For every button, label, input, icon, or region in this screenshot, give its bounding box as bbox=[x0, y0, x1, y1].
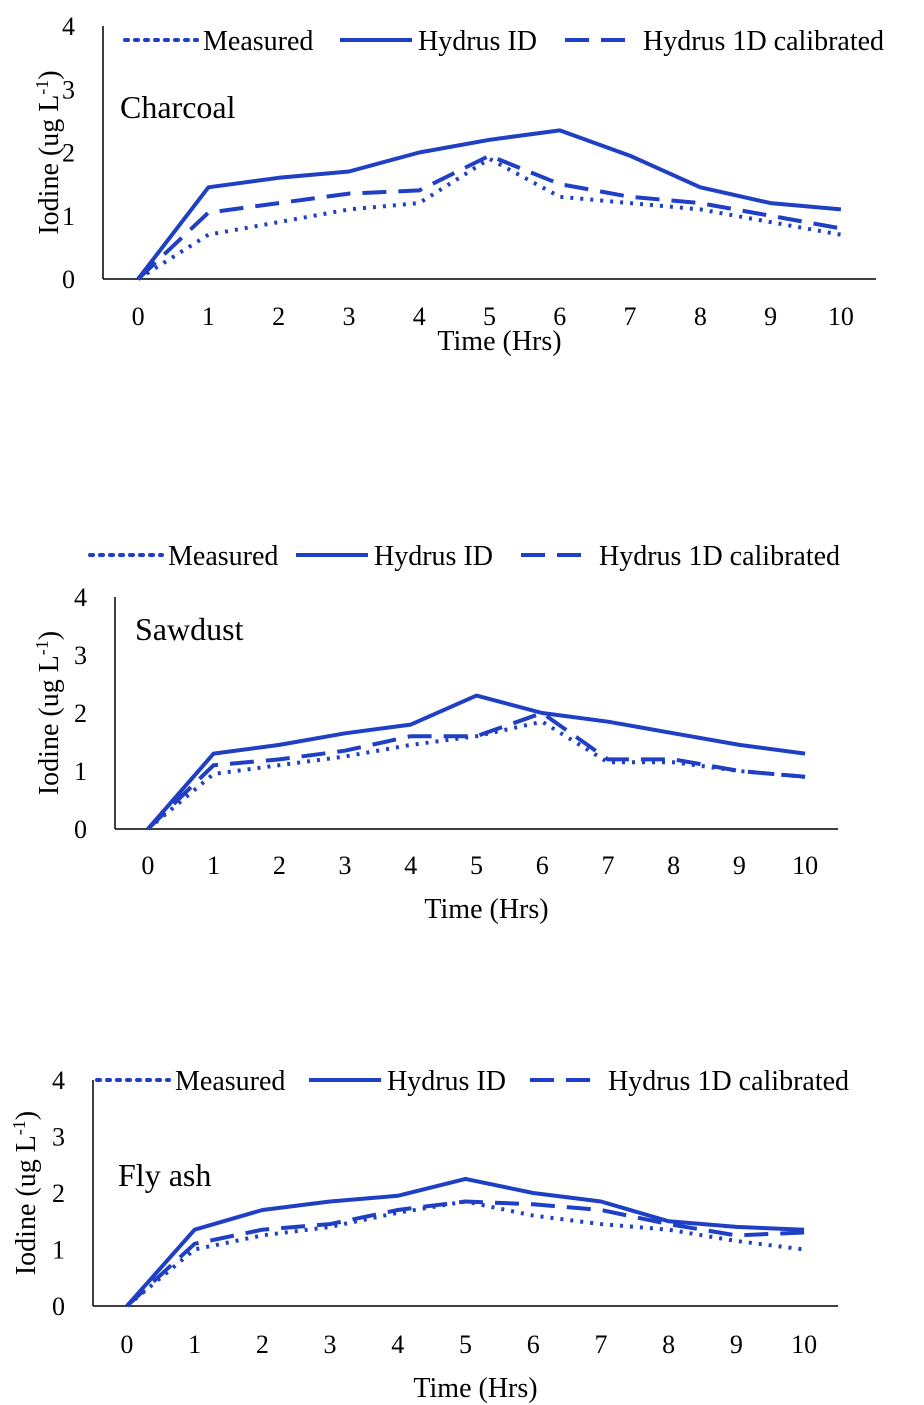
y-axis-title-sup: -1 bbox=[32, 80, 52, 95]
chart-title: Sawdust bbox=[135, 611, 244, 647]
legend-label: Hydrus 1D calibrated bbox=[599, 541, 840, 572]
y-axis-title: Iodine (ug L-1) bbox=[9, 1111, 42, 1275]
x-tick-label: 8 bbox=[662, 1330, 675, 1359]
x-tick-label: 4 bbox=[413, 302, 426, 331]
x-tick-label: 5 bbox=[483, 302, 496, 331]
x-tick-label: 6 bbox=[536, 851, 549, 880]
series-line-solid bbox=[125, 1176, 805, 1308]
x-tick-label: 1 bbox=[202, 302, 215, 331]
series-line-solid bbox=[136, 128, 842, 281]
x-tick-label: 0 bbox=[141, 851, 154, 880]
y-tick-label: 2 bbox=[74, 699, 87, 728]
x-tick-label: 0 bbox=[120, 1330, 133, 1359]
legend-label: Hydrus ID bbox=[387, 1066, 506, 1097]
x-axis-title: Time (Hrs) bbox=[424, 894, 548, 925]
x-tick-label: 1 bbox=[207, 851, 220, 880]
series-line-solid bbox=[146, 693, 806, 831]
x-tick-label: 7 bbox=[594, 1330, 607, 1359]
y-axis-title: Iodine (ug L-1) bbox=[32, 631, 65, 795]
legend-label: Hydrus 1D calibrated bbox=[643, 26, 884, 57]
y-tick-label: 4 bbox=[74, 583, 87, 612]
y-axis-title-sup: -1 bbox=[9, 1120, 29, 1135]
x-tick-label: 7 bbox=[601, 851, 614, 880]
x-tick-label: 9 bbox=[730, 1330, 743, 1359]
y-tick-label: 0 bbox=[52, 1292, 65, 1321]
y-axis-title-end: ) bbox=[34, 631, 65, 640]
legend-label: Measured bbox=[175, 1066, 285, 1097]
x-axis-title: Time (Hrs) bbox=[413, 1373, 537, 1404]
x-tick-label: 8 bbox=[667, 851, 680, 880]
x-tick-label: 9 bbox=[764, 302, 777, 331]
chart-panel-3: 0 1 2 3 4 0 1 2 3 4 5 6 7 8 9 10 Time (Hrs) Iodine (ug L-… bbox=[9, 1066, 849, 1404]
series-line-dashed bbox=[136, 153, 842, 281]
y-axis-title-end: ) bbox=[34, 70, 65, 79]
y-tick-label: 2 bbox=[52, 1179, 65, 1208]
y-tick-label: 0 bbox=[74, 815, 87, 844]
series-line-dashed bbox=[125, 1199, 805, 1308]
x-tick-label: 5 bbox=[459, 1330, 472, 1359]
legend-label: Hydrus ID bbox=[418, 26, 537, 57]
y-axis-title-end: ) bbox=[11, 1111, 42, 1120]
x-tick-label: 4 bbox=[391, 1330, 404, 1359]
chart-title: Charcoal bbox=[120, 89, 236, 125]
y-tick-label: 3 bbox=[74, 641, 87, 670]
x-tick-label: 5 bbox=[470, 851, 483, 880]
y-tick-label: 2 bbox=[62, 139, 75, 168]
x-tick-label: 10 bbox=[792, 851, 818, 880]
y-tick-label: 4 bbox=[62, 12, 75, 41]
y-tick-label: 4 bbox=[52, 1066, 65, 1095]
legend-label: Hydrus ID bbox=[374, 541, 493, 572]
y-tick-label: 3 bbox=[52, 1123, 65, 1152]
y-tick-label: 1 bbox=[74, 757, 87, 786]
legend-label: Measured bbox=[168, 541, 278, 572]
chart-panel-1: 0 1 2 3 4 0 1 2 3 4 5 6 7 8 9 10 Time (Hrs) Iodine (ug L-… bbox=[32, 12, 884, 357]
y-axis-title: Iodine (ug L-1) bbox=[32, 70, 65, 234]
x-tick-label: 3 bbox=[342, 302, 355, 331]
y-tick-label: 1 bbox=[52, 1236, 65, 1265]
y-tick-label: 0 bbox=[62, 265, 75, 294]
x-tick-label: 9 bbox=[733, 851, 746, 880]
legend-label: Measured bbox=[203, 26, 313, 57]
series-line-dotted bbox=[137, 156, 842, 281]
x-tick-label: 4 bbox=[404, 851, 417, 880]
x-tick-label: 8 bbox=[694, 302, 707, 331]
x-tick-label: 6 bbox=[553, 302, 566, 331]
y-tick-label: 3 bbox=[62, 75, 75, 104]
x-tick-label: 2 bbox=[256, 1330, 269, 1359]
legend-label: Hydrus 1D calibrated bbox=[608, 1066, 849, 1097]
y-axis-title-sup: -1 bbox=[32, 640, 52, 655]
y-axis-title-main: Iodine (ug L bbox=[34, 95, 65, 235]
series-line-dotted bbox=[125, 1199, 805, 1308]
chart-panel-2: 0 1 2 3 4 0 1 2 3 4 5 6 7 8 9 10 Time (Hrs) Iodine (ug L-… bbox=[32, 541, 840, 925]
x-tick-label: 3 bbox=[339, 851, 352, 880]
chart-title: Fly ash bbox=[118, 1157, 211, 1193]
y-tick-label: 1 bbox=[62, 202, 75, 231]
x-tick-label: 3 bbox=[324, 1330, 337, 1359]
x-tick-label: 1 bbox=[188, 1330, 201, 1359]
x-tick-label: 7 bbox=[624, 302, 637, 331]
y-axis-title-main: Iodine (ug L bbox=[34, 655, 65, 795]
x-tick-label: 0 bbox=[132, 302, 145, 331]
x-tick-label: 2 bbox=[273, 851, 286, 880]
x-axis-title: Time (Hrs) bbox=[437, 326, 561, 357]
series-line-dotted bbox=[146, 719, 806, 831]
x-tick-label: 6 bbox=[527, 1330, 540, 1359]
x-tick-label: 2 bbox=[272, 302, 285, 331]
series-line-dashed bbox=[146, 711, 806, 831]
y-axis-title-main: Iodine (ug L bbox=[11, 1135, 42, 1275]
x-tick-label: 10 bbox=[791, 1330, 817, 1359]
x-tick-label: 10 bbox=[828, 302, 854, 331]
